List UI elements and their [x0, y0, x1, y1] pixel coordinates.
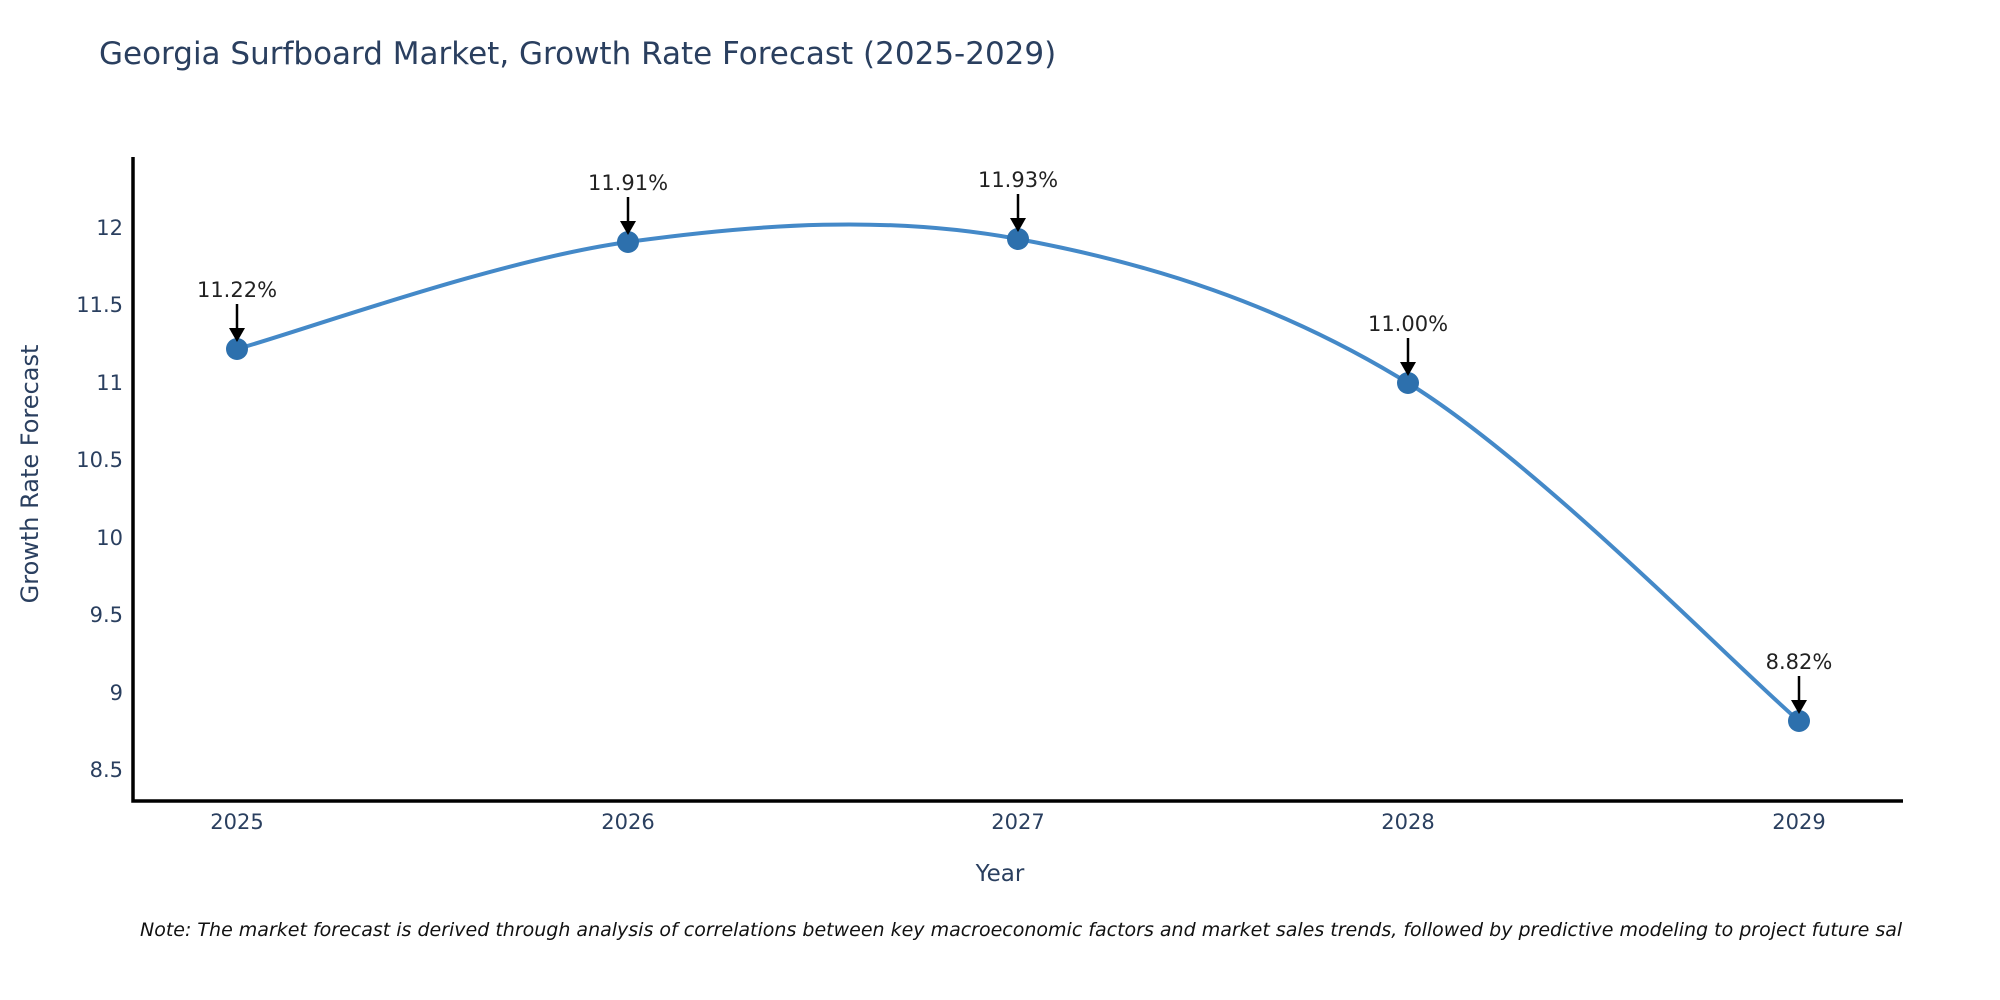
- x-tick-label-2025: 2025: [210, 810, 264, 834]
- x-tick-label-2029: 2029: [1772, 810, 1826, 834]
- x-tick-label-2028: 2028: [1381, 810, 1435, 834]
- chart-title: Georgia Surfboard Market, Growth Rate Fo…: [99, 36, 1057, 72]
- y-tick-label-11: 11: [96, 371, 123, 395]
- x-axis-title: Year: [975, 861, 1025, 887]
- y-tick-label-11-5: 11.5: [76, 293, 123, 317]
- data-point-annotation-2025: 11.22%: [196, 278, 278, 302]
- y-axis-title: Growth Rate Forecast: [16, 344, 44, 604]
- annotation-arrow-icon-2029: [1791, 676, 1807, 714]
- annotation-arrow-icon-2026: [620, 197, 636, 235]
- annotation-arrow-icon-2025: [229, 304, 245, 342]
- data-point-marker-2029: [1788, 710, 1810, 732]
- x-tick-label-2027: 2027: [991, 810, 1045, 834]
- data-point-marker-2028: [1397, 372, 1419, 394]
- footnote: Note: The market forecast is derived thr…: [140, 919, 1903, 941]
- y-tick-label-8-5: 8.5: [89, 758, 123, 782]
- y-tick-label-9-5: 9.5: [89, 603, 123, 627]
- y-tick-label-10: 10: [96, 526, 123, 550]
- x-tick-label-2026: 2026: [601, 810, 655, 834]
- data-point-marker-2025: [226, 338, 248, 360]
- y-tick-label-10-5: 10.5: [76, 448, 123, 472]
- data-point-annotation-2029: 8.82%: [1765, 650, 1833, 674]
- axis-spines: [131, 157, 1903, 803]
- data-point-marker-2026: [617, 231, 639, 253]
- annotation-arrow-icon-2027: [1010, 194, 1026, 232]
- trend-line: [235, 222, 1801, 723]
- data-point-marker-2027: [1007, 228, 1029, 250]
- data-point-annotation-2028: 11.00%: [1367, 312, 1449, 336]
- y-tick-label-12: 12: [96, 216, 123, 240]
- annotation-arrow-icon-2028: [1400, 338, 1416, 376]
- data-point-annotation-2026: 11.91%: [587, 171, 669, 195]
- y-tick-label-9: 9: [109, 681, 123, 705]
- data-point-annotation-2027: 11.93%: [977, 168, 1059, 192]
